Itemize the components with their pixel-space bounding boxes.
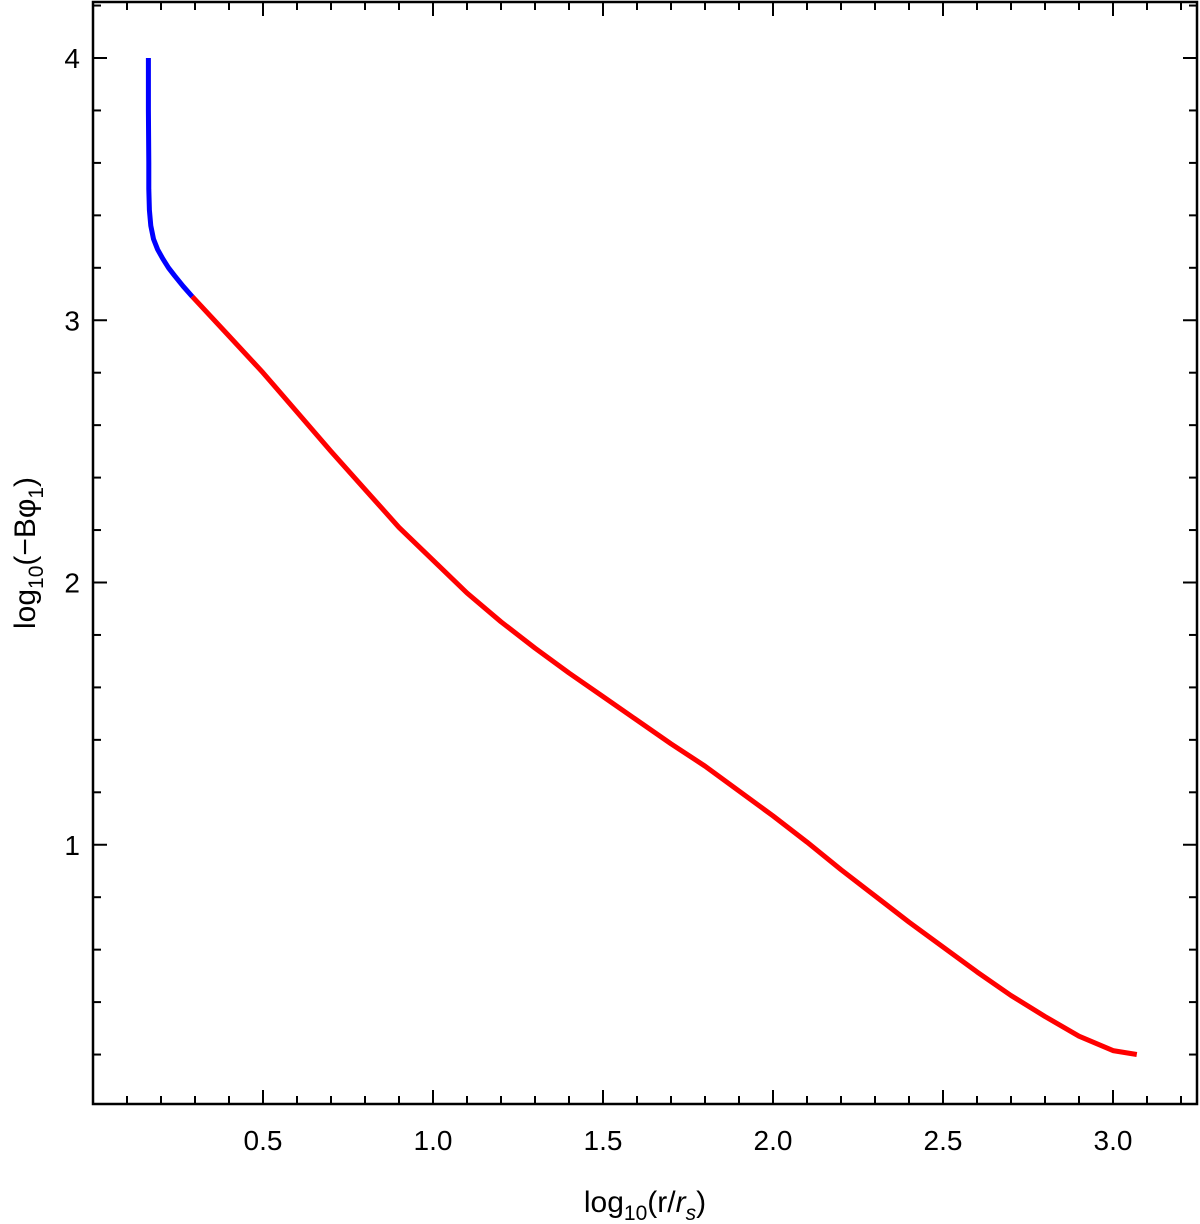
y-tick-label: 1 xyxy=(64,830,80,861)
y-tick-label: 4 xyxy=(64,43,80,74)
series-layer xyxy=(145,58,1138,1057)
x-tick-labels: 0.5 1.0 1.5 2.0 2.5 3.0 xyxy=(244,1125,1133,1156)
x-tick-label: 0.5 xyxy=(244,1125,283,1156)
y-tick-label: 3 xyxy=(64,305,80,336)
tick-marks xyxy=(93,2,1197,1104)
y-tick-labels: 1 2 3 4 xyxy=(64,43,80,861)
x-tick-label: 2.5 xyxy=(924,1125,963,1156)
plot-frame xyxy=(91,0,1199,1106)
x-axis-label: log10(r/rs) xyxy=(584,1186,706,1224)
x-tick-label: 2.0 xyxy=(754,1125,793,1156)
x-tick-label: 1.0 xyxy=(414,1125,453,1156)
y-tick-label: 2 xyxy=(64,568,80,599)
y-axis-label: log10(−Bφ1) xyxy=(9,477,48,629)
series-line-1 xyxy=(145,58,195,299)
x-tick-label: 1.5 xyxy=(584,1125,623,1156)
x-tick-label: 3.0 xyxy=(1094,1125,1133,1156)
series-line-2 xyxy=(190,294,1138,1057)
